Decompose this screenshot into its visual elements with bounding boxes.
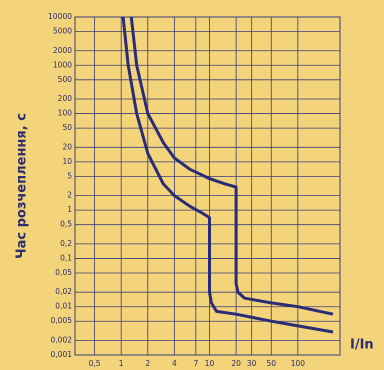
x-tick-label: 0,5 bbox=[89, 359, 101, 368]
y-tick-label: 20 bbox=[62, 142, 72, 151]
y-tick-label: 0,2 bbox=[60, 239, 72, 248]
y-tick-label: 10 bbox=[62, 157, 72, 166]
y-tick-label: 0,005 bbox=[51, 316, 73, 325]
y-tick-label: 1000 bbox=[53, 60, 72, 69]
curve bbox=[121, 17, 334, 334]
x-tick-label: 2 bbox=[145, 359, 150, 368]
y-tick-label: 1 bbox=[67, 205, 72, 214]
x-tick-label: 7 bbox=[193, 359, 198, 368]
y-tick-label: 2000 bbox=[53, 46, 72, 55]
x-tick-label: 1 bbox=[119, 359, 124, 368]
y-tick-label: 50 bbox=[62, 123, 72, 132]
y-tick-label: 100 bbox=[58, 109, 73, 118]
x-axis-title: I/In bbox=[350, 338, 374, 353]
y-tick-label: 0,001 bbox=[51, 350, 73, 359]
y-tick-label: 0,5 bbox=[60, 220, 72, 229]
x-tick-label: 4 bbox=[172, 359, 177, 368]
x-tick-label: 10 bbox=[205, 359, 215, 368]
x-tick-label: 50 bbox=[266, 359, 276, 368]
x-tick-label: 30 bbox=[247, 359, 257, 368]
curve bbox=[129, 17, 334, 316]
y-tick-label: 10000 bbox=[48, 12, 72, 21]
y-tick-label: 0,02 bbox=[55, 287, 72, 296]
x-tick-label: 20 bbox=[231, 359, 241, 368]
y-tick-label: 5000 bbox=[53, 27, 72, 36]
x-tick-label: 100 bbox=[291, 359, 306, 368]
y-tick-label: 0,002 bbox=[51, 335, 73, 344]
y-axis-title: Час розчеплення, с bbox=[15, 113, 30, 259]
y-tick-label: 200 bbox=[58, 94, 73, 103]
y-tick-label: 500 bbox=[58, 75, 73, 84]
y-tick-label: 0,05 bbox=[55, 268, 72, 277]
y-tick-label: 0,1 bbox=[60, 253, 72, 262]
y-tick-label: 0,01 bbox=[55, 302, 72, 311]
y-tick-label: 2 bbox=[67, 191, 72, 200]
y-tick-label: 5 bbox=[67, 171, 72, 180]
